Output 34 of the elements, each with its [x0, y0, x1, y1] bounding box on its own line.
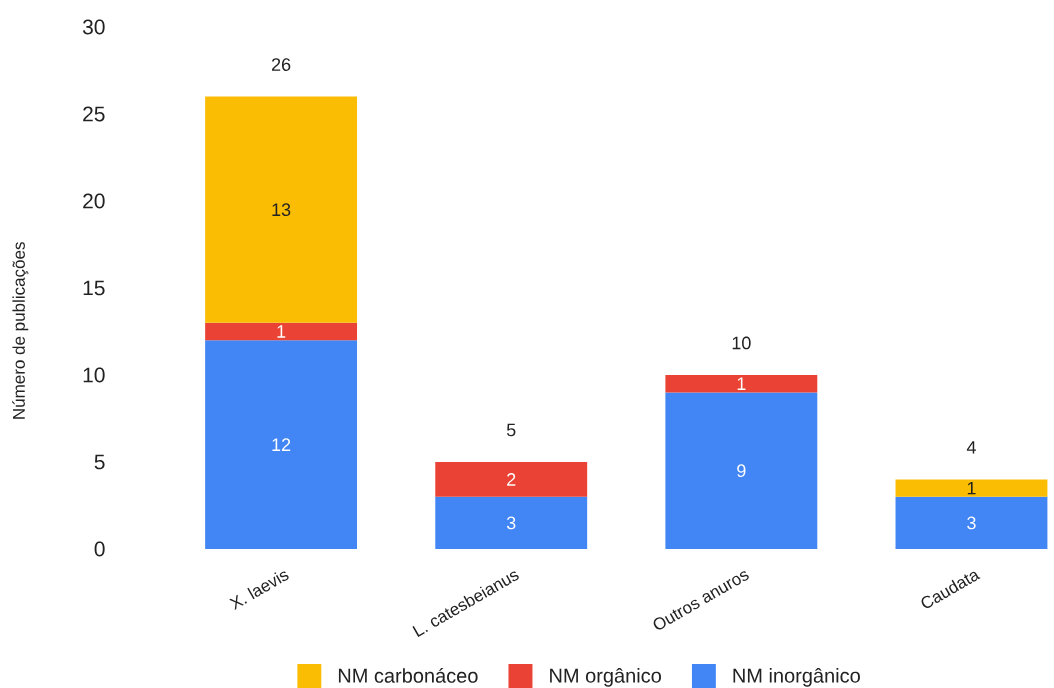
- data-label: 13: [272, 203, 291, 217]
- data-label: 3: [506, 516, 516, 530]
- bar: [205, 340, 358, 549]
- y-tick-label: 30: [82, 19, 105, 35]
- data-label: 9: [737, 464, 746, 478]
- data-label: 1: [277, 325, 286, 338]
- total-label: 5: [506, 423, 516, 437]
- total-label: 10: [732, 336, 751, 350]
- total-label: 26: [271, 58, 291, 71]
- y-tick-label: 25: [83, 106, 105, 122]
- y-tick-label: 10: [83, 367, 105, 383]
- y-tick-label: 20: [83, 193, 105, 209]
- y-axis-title: Número de publicações: [12, 242, 29, 419]
- x-tick-label: X. laevis: [229, 571, 289, 610]
- bar: [665, 392, 818, 549]
- data-label: 12: [272, 438, 291, 451]
- data-label: 1: [967, 481, 976, 495]
- data-label: 2: [507, 473, 516, 486]
- bar: [435, 496, 588, 549]
- legend-label: NM inorgânico: [733, 667, 860, 687]
- y-tick-label: 15: [83, 280, 105, 296]
- y-tick-label: 5: [94, 454, 105, 470]
- legend-label: NM carbonáceo: [338, 667, 478, 683]
- bar: [205, 322, 358, 341]
- bar: [895, 479, 1048, 497]
- bar: [205, 96, 358, 323]
- bar: [895, 496, 1048, 549]
- data-label: 3: [967, 516, 976, 530]
- total-label: 4: [966, 441, 976, 454]
- bar: [435, 462, 588, 497]
- data-label: 1: [737, 377, 746, 390]
- y-tick-label: 0: [94, 541, 105, 557]
- bar: [665, 375, 818, 393]
- legend-label: NM orgânico: [550, 667, 661, 687]
